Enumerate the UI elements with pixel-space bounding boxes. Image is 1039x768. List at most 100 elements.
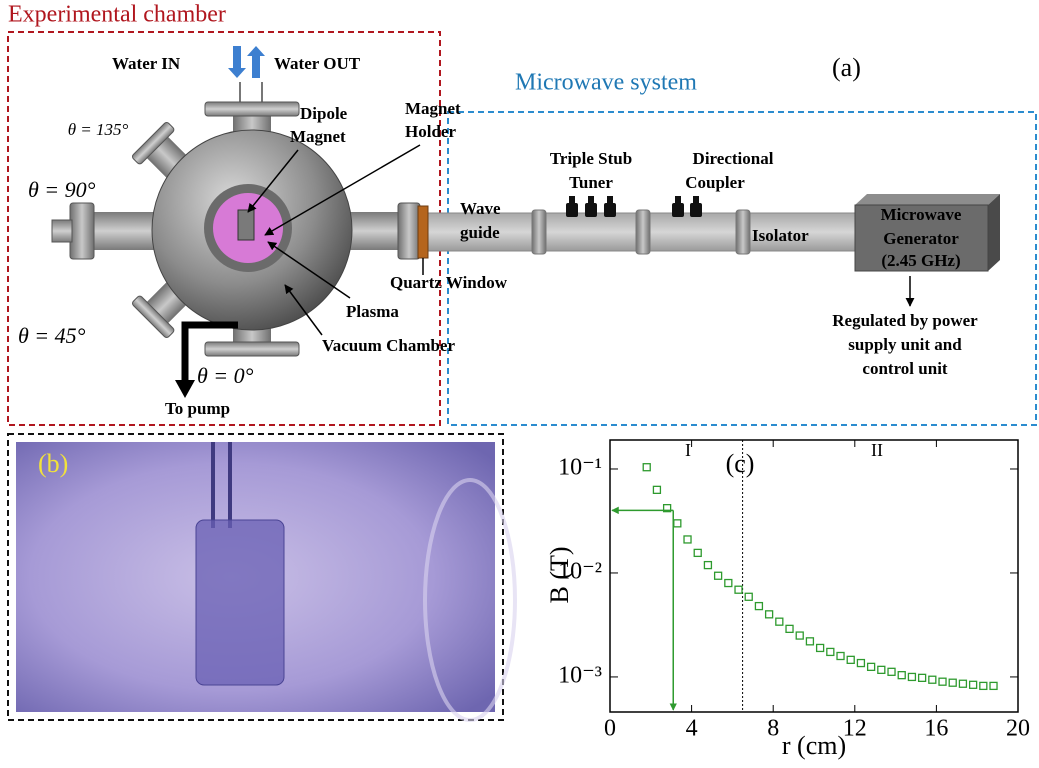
data-point [990, 682, 997, 689]
data-point [908, 673, 915, 680]
theta-135: θ = 135° [68, 120, 129, 139]
pump-arrow [175, 380, 195, 398]
data-point [857, 660, 864, 667]
x-tick-label: 4 [686, 716, 698, 742]
data-point [878, 666, 885, 673]
isolator-label: Isolator [752, 226, 809, 245]
x-tick-label: 20 [1006, 716, 1030, 742]
data-point [970, 681, 977, 688]
stub [607, 196, 613, 204]
x-tick-label: 12 [843, 716, 867, 742]
panel-label: (a) [832, 53, 861, 82]
water-in-arrow [228, 46, 246, 78]
data-point [674, 520, 681, 527]
generator-label: Microwave [881, 205, 962, 224]
theta-45: θ = 45° [18, 323, 86, 348]
y-tick-label: 10⁻¹ [558, 454, 602, 480]
data-point [704, 562, 711, 569]
y-tick-label: 10⁻³ [558, 662, 602, 688]
panel-a: Experimental chamber Microwave system (a… [8, 2, 1036, 426]
data-point [847, 656, 854, 663]
stub [569, 196, 575, 204]
data-point [715, 572, 722, 579]
stub [690, 203, 702, 217]
chamber-title: Experimental chamber [8, 2, 226, 28]
flange [636, 210, 650, 254]
flange [398, 203, 420, 259]
dipole-magnet-label: Dipole [300, 104, 348, 123]
dipole-magnet-label: Magnet [290, 127, 346, 146]
stub [604, 203, 616, 217]
quartz-window-label: Quartz Window [390, 273, 508, 292]
flange [736, 210, 750, 254]
data-point [980, 682, 987, 689]
quartz-window [418, 206, 428, 258]
data-point [745, 593, 752, 600]
generator-top [855, 194, 1000, 205]
magnet-holder-label: Holder [405, 122, 456, 141]
data-point [643, 464, 650, 471]
water-out: Water OUT [274, 54, 361, 73]
water-out-arrow [247, 46, 265, 78]
x-tick-label: 0 [604, 716, 616, 742]
data-point [796, 632, 803, 639]
dipole-magnet [238, 210, 254, 240]
tuner-label: Triple Stub [550, 149, 632, 168]
regulated-label: supply unit and [848, 335, 962, 354]
data-point [919, 674, 926, 681]
data-point [939, 678, 946, 685]
theta-90: θ = 90° [28, 177, 96, 202]
panel-b: (b) [8, 434, 515, 720]
x-axis-label: r (cm) [782, 731, 846, 760]
y-tick-label: 10⁻² [558, 558, 602, 584]
stub [672, 203, 684, 217]
data-point [776, 618, 783, 625]
vacuum-chamber-label: Vacuum Chamber [322, 336, 455, 355]
data-point [755, 603, 762, 610]
data-point [898, 672, 905, 679]
flange [532, 210, 546, 254]
regulated-label: Regulated by power [832, 311, 978, 330]
data-point [929, 676, 936, 683]
stub [566, 203, 578, 217]
data-point [868, 663, 875, 670]
magnet-holder-photo [196, 520, 284, 685]
panel-label: (b) [38, 449, 68, 478]
data-point [817, 644, 824, 651]
plot-frame [610, 440, 1018, 712]
data-point [653, 486, 660, 493]
port-cap [52, 220, 72, 242]
data-point [786, 625, 793, 632]
generator-label: (2.45 GHz) [881, 251, 960, 270]
x-tick-label: 16 [924, 716, 948, 742]
generator-label: Generator [883, 229, 959, 248]
region-label: I [685, 440, 691, 460]
data-point [959, 680, 966, 687]
flange [205, 102, 299, 116]
flange [205, 342, 299, 356]
wave-guide-label: Wave [460, 199, 501, 218]
data-point [888, 668, 895, 675]
coupler-label: Coupler [685, 173, 745, 192]
data-point [684, 536, 691, 543]
data-point [725, 580, 732, 587]
stub [693, 196, 699, 204]
data-point [827, 648, 834, 655]
microwave-title: Microwave system [515, 70, 697, 96]
water-in: Water IN [112, 54, 181, 73]
data-point [949, 679, 956, 686]
x-tick-label: 8 [767, 716, 779, 742]
coupler-label: Directional [693, 149, 774, 168]
stub [588, 196, 594, 204]
flange [70, 203, 94, 259]
stub [675, 196, 681, 204]
magnet-holder-label: Magnet [405, 99, 461, 118]
regulated-label: control unit [862, 359, 948, 378]
data-point [806, 638, 813, 645]
tuner-label: Tuner [569, 173, 613, 192]
data-point [766, 611, 773, 618]
theta-0: θ = 0° [197, 363, 254, 388]
data-point [735, 586, 742, 593]
stub [585, 203, 597, 217]
